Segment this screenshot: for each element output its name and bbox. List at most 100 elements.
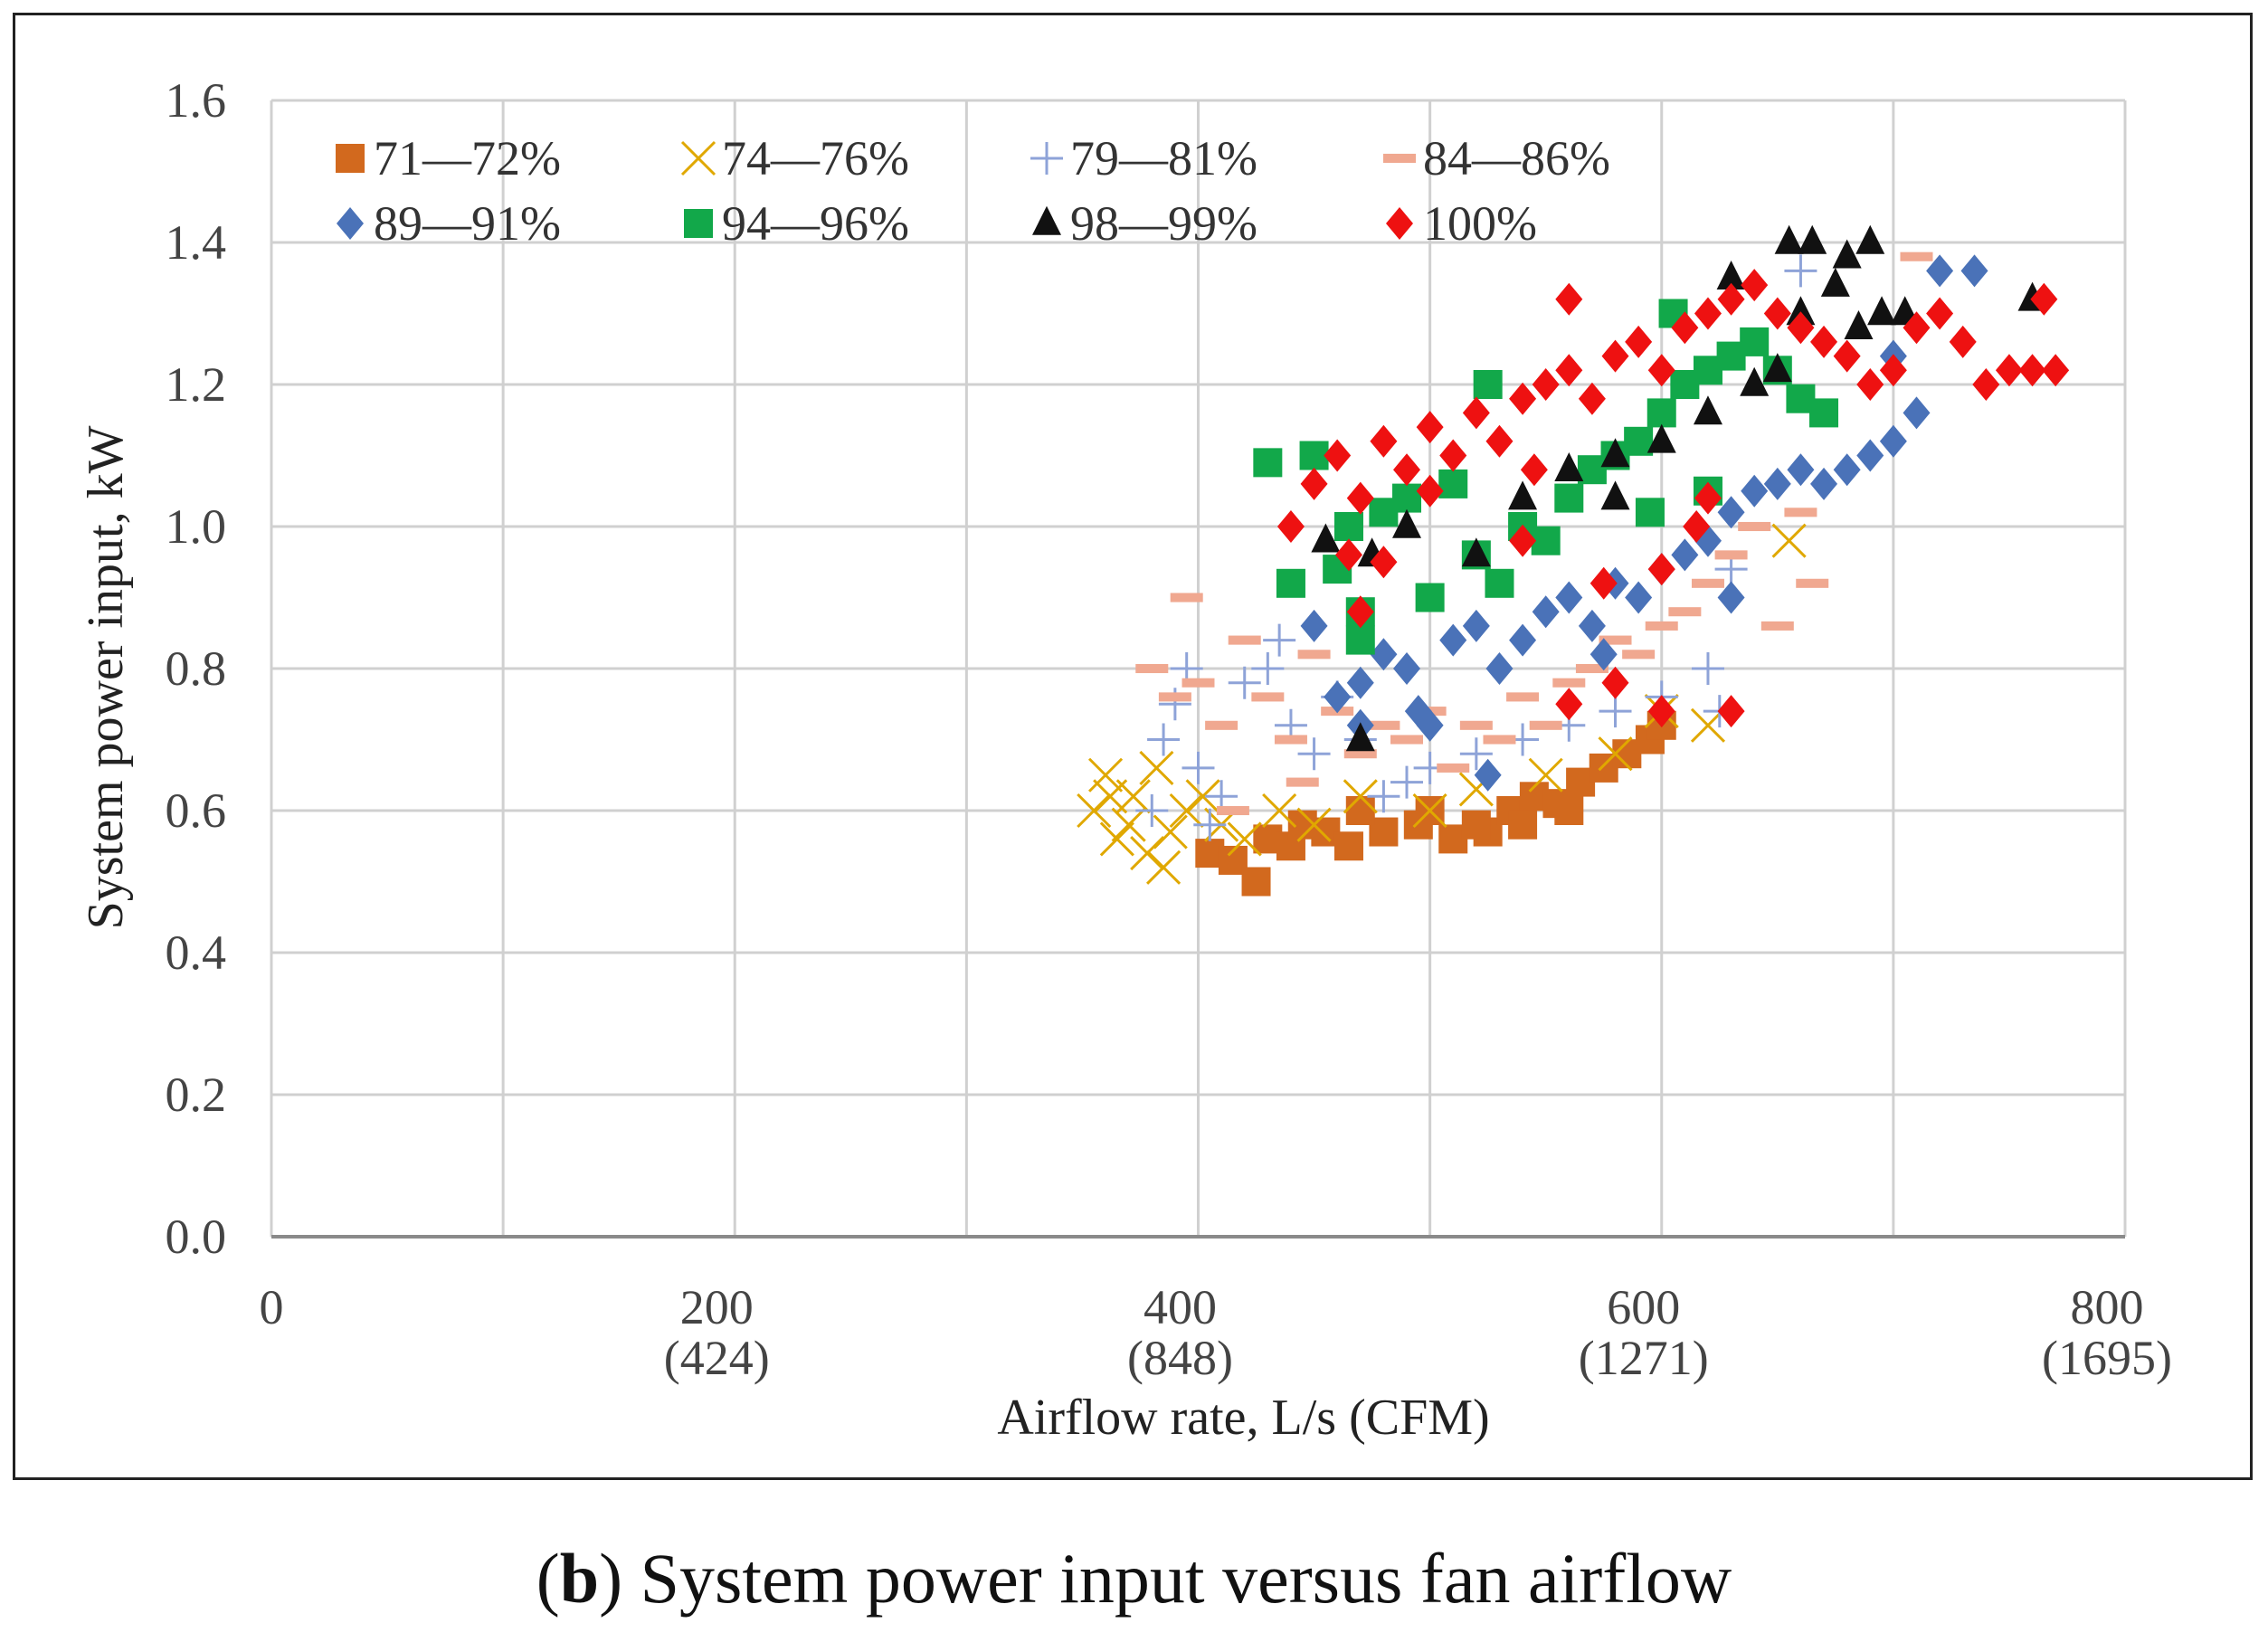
data-point — [1926, 297, 1954, 330]
data-point — [1508, 810, 1538, 840]
caption-text: System power input versus fan airflow — [640, 1539, 1732, 1618]
data-point — [1370, 424, 1398, 458]
data-point — [1555, 581, 1583, 614]
data-point — [1345, 625, 1375, 655]
data-point — [1763, 297, 1791, 330]
x-tick-label: 600 — [1607, 1280, 1680, 1334]
data-point — [1645, 621, 1678, 631]
figure-caption: (b) System power input versus fan airflo… — [536, 1539, 1732, 1618]
data-point — [1324, 439, 1352, 472]
data-point — [1879, 424, 1907, 458]
legend-item: 79—81% — [1030, 131, 1257, 185]
data-point — [1716, 261, 1746, 290]
data-point — [1798, 224, 1827, 254]
data-point — [1972, 368, 2000, 401]
data-point — [1416, 474, 1444, 508]
data-point — [1589, 638, 1618, 671]
data-point — [1181, 678, 1215, 688]
data-point — [1311, 523, 1341, 553]
data-point — [1228, 635, 1261, 645]
data-point — [1949, 325, 1977, 358]
data-point — [1589, 566, 1618, 600]
data-point — [1262, 793, 1297, 829]
data-point — [1228, 666, 1261, 699]
data-point — [1600, 438, 1630, 468]
data-point — [1740, 366, 1770, 396]
legend-item: 98—99% — [1032, 196, 1257, 251]
legend-item: 84—86% — [1383, 131, 1610, 185]
data-point — [1390, 735, 1424, 745]
data-point — [1741, 269, 1769, 302]
x-tick-label: 400 — [1143, 1280, 1217, 1334]
data-point — [1367, 720, 1400, 730]
data-point — [1520, 453, 1548, 487]
data-point — [1343, 749, 1377, 759]
data-point — [1087, 757, 1124, 793]
data-point — [1370, 546, 1398, 579]
x-axis-title: Airflow rate, L/s (CFM) — [997, 1390, 1489, 1446]
data-point — [1153, 814, 1188, 849]
legend-label: 89—91% — [374, 196, 561, 251]
data-point — [1170, 593, 1203, 603]
data-point — [1439, 439, 1467, 472]
data-point — [1532, 595, 1560, 629]
data-point — [1146, 849, 1181, 885]
legend: 71—72% 74—76% 79—81% 84—86% 89—91% 94—96% 98—9… — [336, 131, 1610, 251]
data-point — [1296, 807, 1332, 842]
data-points — [1077, 224, 2070, 897]
data-point — [1346, 666, 1374, 699]
data-point — [1796, 578, 1829, 588]
data-point — [1856, 439, 1884, 472]
data-point — [1169, 793, 1204, 829]
data-point — [1508, 480, 1538, 510]
data-point — [1600, 480, 1630, 510]
data-point — [1624, 426, 1654, 456]
legend-label: 100% — [1423, 196, 1537, 251]
data-point — [1483, 735, 1516, 745]
data-point — [1147, 723, 1181, 756]
data-point — [1601, 339, 1629, 373]
data-point — [1276, 510, 1305, 543]
data-point — [1300, 609, 1328, 642]
data-point — [1820, 267, 1850, 297]
data-point — [1717, 496, 1745, 529]
data-point — [1506, 692, 1540, 702]
data-point — [1671, 538, 1699, 572]
axes: 0.00.20.40.60.81.01.21.41.60 200(424)400(… — [166, 73, 2172, 1385]
data-point — [1810, 467, 1838, 500]
series-4 — [1300, 254, 1988, 792]
data-point — [1438, 469, 1468, 498]
data-point — [1578, 382, 1606, 415]
data-point — [1404, 695, 1432, 728]
data-point — [1784, 254, 1817, 288]
data-point — [1867, 296, 1897, 326]
data-point — [1346, 481, 1374, 515]
data-point — [1227, 821, 1262, 857]
data-point — [1683, 510, 1711, 543]
data-point — [1995, 354, 2023, 387]
data-point — [1647, 695, 1675, 728]
data-point — [1485, 652, 1514, 685]
y-tick-label: 0.0 — [166, 1210, 227, 1264]
data-point — [1300, 467, 1328, 500]
data-point — [1099, 821, 1134, 857]
data-point — [1415, 583, 1445, 612]
data-point — [2042, 354, 2070, 387]
scatter-chart: 0.00.20.40.60.81.01.21.41.60 200(424)400(… — [78, 73, 2172, 1446]
y-tick-label: 0.2 — [166, 1068, 227, 1122]
data-point — [1552, 678, 1586, 688]
data-point — [1833, 453, 1861, 487]
data-point — [1694, 297, 1722, 330]
data-point — [1393, 652, 1421, 685]
data-point — [1786, 296, 1816, 326]
data-point — [1135, 794, 1169, 827]
data-point — [1111, 807, 1146, 842]
data-point — [1333, 512, 1363, 541]
data-point — [1738, 521, 1771, 532]
data-point — [1461, 537, 1491, 567]
data-point — [1193, 808, 1227, 841]
y-tick-label: 1.2 — [166, 357, 227, 412]
data-point — [1717, 695, 1745, 728]
x-tick-label: 0 — [260, 1280, 284, 1334]
data-point — [1185, 779, 1220, 814]
